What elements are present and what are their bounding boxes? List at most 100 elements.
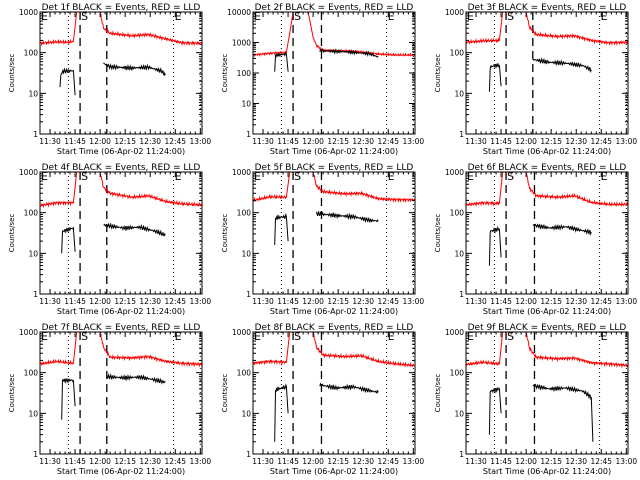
x-tick-label: 13:00 bbox=[190, 297, 212, 306]
marker-e-end: E bbox=[601, 170, 608, 183]
y-tick-label: 1000 bbox=[19, 168, 38, 177]
x-tick-label: 12:00 bbox=[302, 297, 324, 306]
chart-title: Det 3f BLACK = Events, RED = LLD bbox=[468, 3, 627, 13]
x-tick-label: 13:00 bbox=[616, 137, 638, 146]
series-group bbox=[466, 172, 628, 266]
lld-series-line bbox=[466, 12, 628, 47]
plot-frame bbox=[465, 11, 629, 135]
y-tick-label: 1000 bbox=[445, 328, 464, 337]
lld-series-line bbox=[466, 172, 628, 208]
marker-s: S bbox=[507, 170, 514, 183]
lld-series-line bbox=[253, 12, 415, 58]
x-tick-label: 11:45 bbox=[64, 457, 86, 466]
x-tick-label: 12:45 bbox=[590, 137, 612, 146]
y-tick-label: 10 bbox=[241, 249, 251, 258]
x-axis-label: Start Time (06-Apr-02 11:24:00) bbox=[57, 147, 185, 156]
x-tick-label: 11:30 bbox=[39, 297, 61, 306]
lld-series-line bbox=[40, 332, 202, 368]
x-tick-label: 12:30 bbox=[139, 457, 161, 466]
marker-e-end: E bbox=[388, 330, 395, 343]
y-tick-label: 1 bbox=[459, 290, 464, 299]
chart-title: Det 7f BLACK = Events, RED = LLD bbox=[42, 323, 201, 333]
y-axis-label: Counts/sec bbox=[434, 54, 442, 93]
x-axis-label: Start Time (06-Apr-02 11:24:00) bbox=[270, 467, 398, 476]
marker-e-start: E bbox=[254, 170, 261, 183]
events-series-line bbox=[61, 226, 76, 254]
x-tick-label: 11:30 bbox=[465, 297, 487, 306]
y-axis-label: Counts/sec bbox=[221, 214, 229, 253]
y-tick-label: 1000 bbox=[232, 328, 251, 337]
y-tick-label: 10 bbox=[28, 409, 38, 418]
x-tick-label: 12:00 bbox=[89, 137, 111, 146]
x-tick-label: 13:00 bbox=[403, 297, 425, 306]
x-tick-label: 11:30 bbox=[39, 457, 61, 466]
events-series-line bbox=[61, 378, 76, 420]
y-tick-label: 100 bbox=[450, 49, 465, 58]
series-group bbox=[40, 12, 202, 96]
x-tick-label: 11:45 bbox=[277, 457, 299, 466]
plot-frame bbox=[39, 331, 203, 455]
marker-e-end: E bbox=[601, 10, 608, 23]
series-group bbox=[40, 332, 202, 420]
y-tick-label: 1 bbox=[33, 450, 38, 459]
y-tick-label: 10 bbox=[454, 89, 464, 98]
marker-e-start: E bbox=[41, 10, 48, 23]
events-series-line bbox=[488, 386, 502, 435]
chart-title: Det 8f BLACK = Events, RED = LLD bbox=[255, 323, 414, 333]
x-axis-label: Start Time (06-Apr-02 11:24:00) bbox=[270, 147, 398, 156]
marker-e-end: E bbox=[388, 10, 395, 23]
x-tick-label: 11:30 bbox=[465, 457, 487, 466]
lld-series-line bbox=[466, 332, 628, 369]
chart-title: Det 5f BLACK = Events, RED = LLD bbox=[255, 163, 414, 173]
series-group bbox=[40, 172, 202, 254]
x-tick-label: 12:00 bbox=[89, 297, 111, 306]
x-tick-label: 11:30 bbox=[252, 137, 274, 146]
x-tick-label: 12:45 bbox=[590, 297, 612, 306]
marker-e-start: E bbox=[41, 330, 48, 343]
x-tick-label: 12:30 bbox=[565, 137, 587, 146]
x-axis-label: Start Time (06-Apr-02 11:24:00) bbox=[483, 307, 611, 316]
series-group bbox=[253, 12, 415, 72]
x-tick-label: 12:00 bbox=[302, 457, 324, 466]
x-tick-label: 12:45 bbox=[164, 297, 186, 306]
series-group bbox=[466, 12, 628, 92]
y-tick-label: 100 bbox=[237, 369, 252, 378]
y-tick-label: 100 bbox=[450, 369, 465, 378]
plot-frame bbox=[252, 11, 416, 135]
y-tick-label: 1000 bbox=[19, 8, 38, 17]
y-axis-label: Counts/sec bbox=[8, 214, 16, 253]
x-tick-label: 12:30 bbox=[352, 297, 374, 306]
chart-title: Det 2f BLACK = Events, RED = LLD bbox=[255, 3, 414, 13]
x-tick-label: 12:00 bbox=[515, 297, 537, 306]
x-tick-label: 12:15 bbox=[540, 457, 562, 466]
x-tick-label: 12:45 bbox=[377, 137, 399, 146]
x-tick-label: 12:15 bbox=[540, 297, 562, 306]
plot-frame bbox=[465, 331, 629, 455]
x-tick-label: 12:00 bbox=[515, 457, 537, 466]
x-tick-label: 12:15 bbox=[327, 457, 349, 466]
lld-series-line bbox=[40, 12, 202, 47]
series-group bbox=[253, 172, 415, 246]
marker-s: S bbox=[507, 330, 514, 343]
plot-frame bbox=[252, 171, 416, 295]
events-series-line bbox=[532, 383, 594, 442]
events-series-line bbox=[103, 222, 166, 237]
x-tick-label: 13:00 bbox=[616, 457, 638, 466]
x-tick-label: 12:30 bbox=[565, 297, 587, 306]
x-tick-label: 12:15 bbox=[114, 297, 136, 306]
x-tick-label: 11:45 bbox=[490, 137, 512, 146]
x-tick-label: 12:45 bbox=[377, 297, 399, 306]
x-tick-label: 12:15 bbox=[540, 137, 562, 146]
x-axis-label: Start Time (06-Apr-02 11:24:00) bbox=[57, 467, 185, 476]
y-axis-label: Counts/sec bbox=[8, 54, 16, 93]
x-tick-label: 12:45 bbox=[590, 457, 612, 466]
x-axis-label: Start Time (06-Apr-02 11:24:00) bbox=[483, 147, 611, 156]
y-axis-label: Counts/sec bbox=[8, 374, 16, 413]
x-axis-label: Start Time (06-Apr-02 11:24:00) bbox=[57, 307, 185, 316]
x-tick-label: 12:00 bbox=[515, 137, 537, 146]
y-tick-label: 10 bbox=[28, 249, 38, 258]
x-tick-label: 11:45 bbox=[490, 457, 512, 466]
lld-series-line bbox=[253, 172, 415, 204]
x-tick-label: 12:30 bbox=[139, 137, 161, 146]
